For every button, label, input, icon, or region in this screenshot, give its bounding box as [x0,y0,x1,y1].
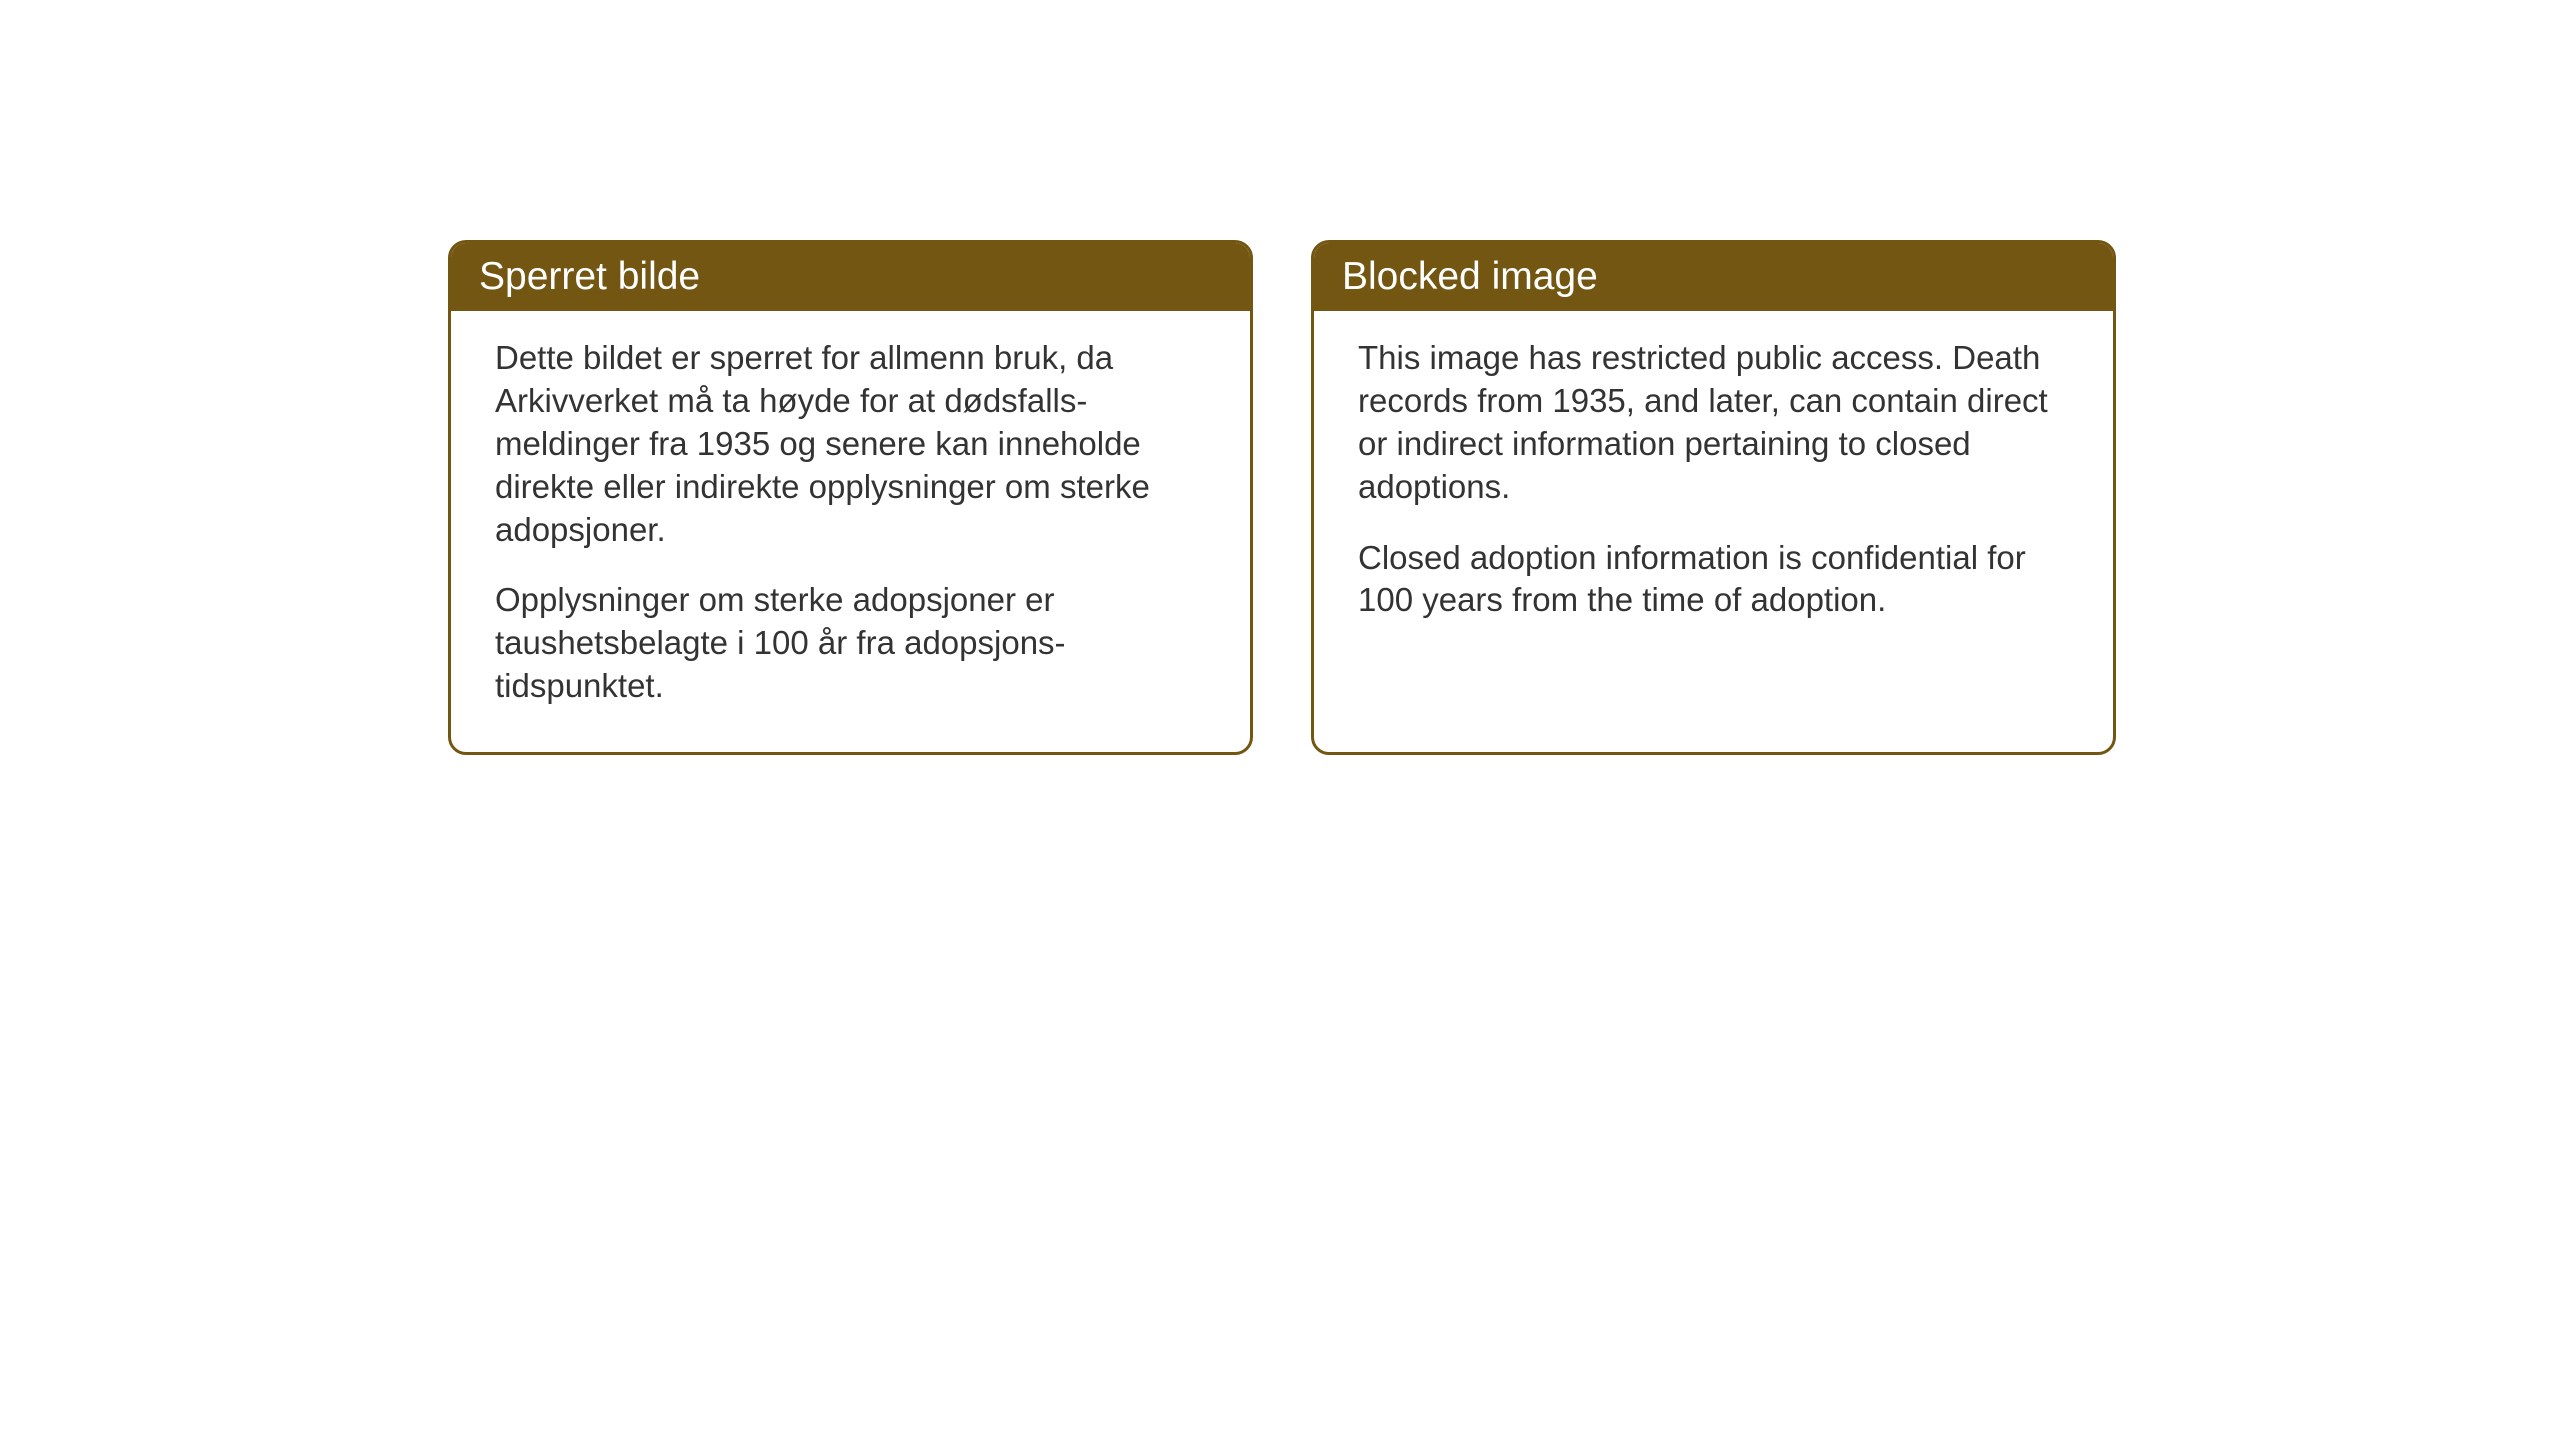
card-body-norwegian: Dette bildet er sperret for allmenn bruk… [451,311,1250,752]
card-header-norwegian: Sperret bilde [451,243,1250,311]
card-paragraph: Dette bildet er sperret for allmenn bruk… [495,337,1206,551]
notice-card-english: Blocked image This image has restricted … [1311,240,2116,755]
notice-cards-container: Sperret bilde Dette bildet er sperret fo… [448,240,2116,755]
card-title-english: Blocked image [1342,255,1598,298]
card-body-english: This image has restricted public access.… [1314,311,2113,666]
card-header-english: Blocked image [1314,243,2113,311]
notice-card-norwegian: Sperret bilde Dette bildet er sperret fo… [448,240,1253,755]
card-paragraph: Closed adoption information is confident… [1358,537,2069,623]
card-title-norwegian: Sperret bilde [479,255,700,298]
card-paragraph: This image has restricted public access.… [1358,337,2069,509]
card-paragraph: Opplysninger om sterke adopsjoner er tau… [495,579,1206,708]
